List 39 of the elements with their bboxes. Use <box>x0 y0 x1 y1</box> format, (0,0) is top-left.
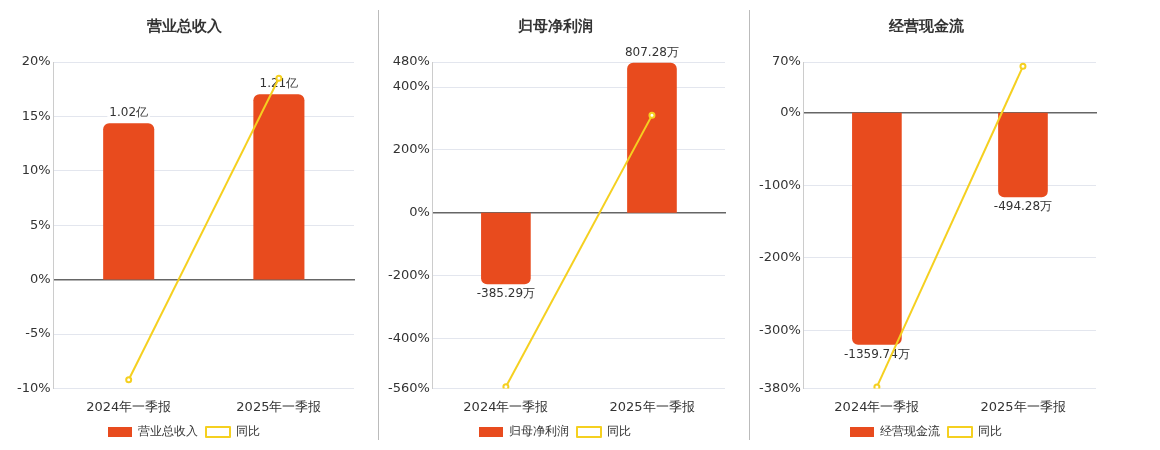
x-tick-label: 2025年一季报 <box>980 398 1066 414</box>
x-tick-label: 2025年一季报 <box>236 398 322 414</box>
y-tick-label: 480% <box>392 53 430 69</box>
y-tick-label: -400% <box>388 329 430 345</box>
y-tick-label: -5% <box>25 325 51 341</box>
y-tick-label: -10% <box>16 379 51 395</box>
y-tick-label: 400% <box>392 78 430 94</box>
y-tick-label: -380% <box>759 379 801 395</box>
data-label: 807.28万 <box>624 44 679 59</box>
x-tick-label: 2025年一季报 <box>609 398 695 414</box>
data-label: -494.28万 <box>993 199 1053 214</box>
x-tick-label: 2024年一季报 <box>463 398 549 414</box>
y-tick-label: 10% <box>21 162 51 178</box>
y-tick-label: 15% <box>21 107 51 123</box>
chart-title: 营业总收入 <box>145 16 223 35</box>
y-tick-label: 5% <box>29 216 51 232</box>
y-tick-label: 200% <box>392 141 430 157</box>
data-label: 1.02亿 <box>109 105 149 120</box>
x-tick-label: 2024年一季报 <box>86 398 172 414</box>
legend-label: 同比 <box>236 424 260 439</box>
legend-label: 归母净利润 <box>509 424 569 439</box>
legend-label: 营业总收入 <box>138 424 198 439</box>
y-tick-label: -100% <box>759 176 801 192</box>
y-tick-label: 0% <box>780 104 801 120</box>
legend-label: 同比 <box>978 424 1002 439</box>
x-tick-label: 2024年一季报 <box>834 398 920 414</box>
chart-title: 经营现金流 <box>887 16 965 35</box>
y-tick-label: 0% <box>409 204 430 220</box>
y-tick-label: -200% <box>388 266 430 282</box>
legend-label: 同比 <box>607 424 631 439</box>
y-tick-label: -300% <box>759 321 801 337</box>
y-tick-label: 20% <box>21 53 51 69</box>
y-tick-label: -200% <box>759 249 801 265</box>
legend-label: 经营现金流 <box>880 424 940 439</box>
y-tick-label: -560% <box>388 379 430 395</box>
y-tick-label: 70% <box>771 53 801 69</box>
data-label: -385.29万 <box>476 286 536 301</box>
y-tick-label: 0% <box>29 270 51 286</box>
chart-title: 归母净利润 <box>516 16 593 35</box>
